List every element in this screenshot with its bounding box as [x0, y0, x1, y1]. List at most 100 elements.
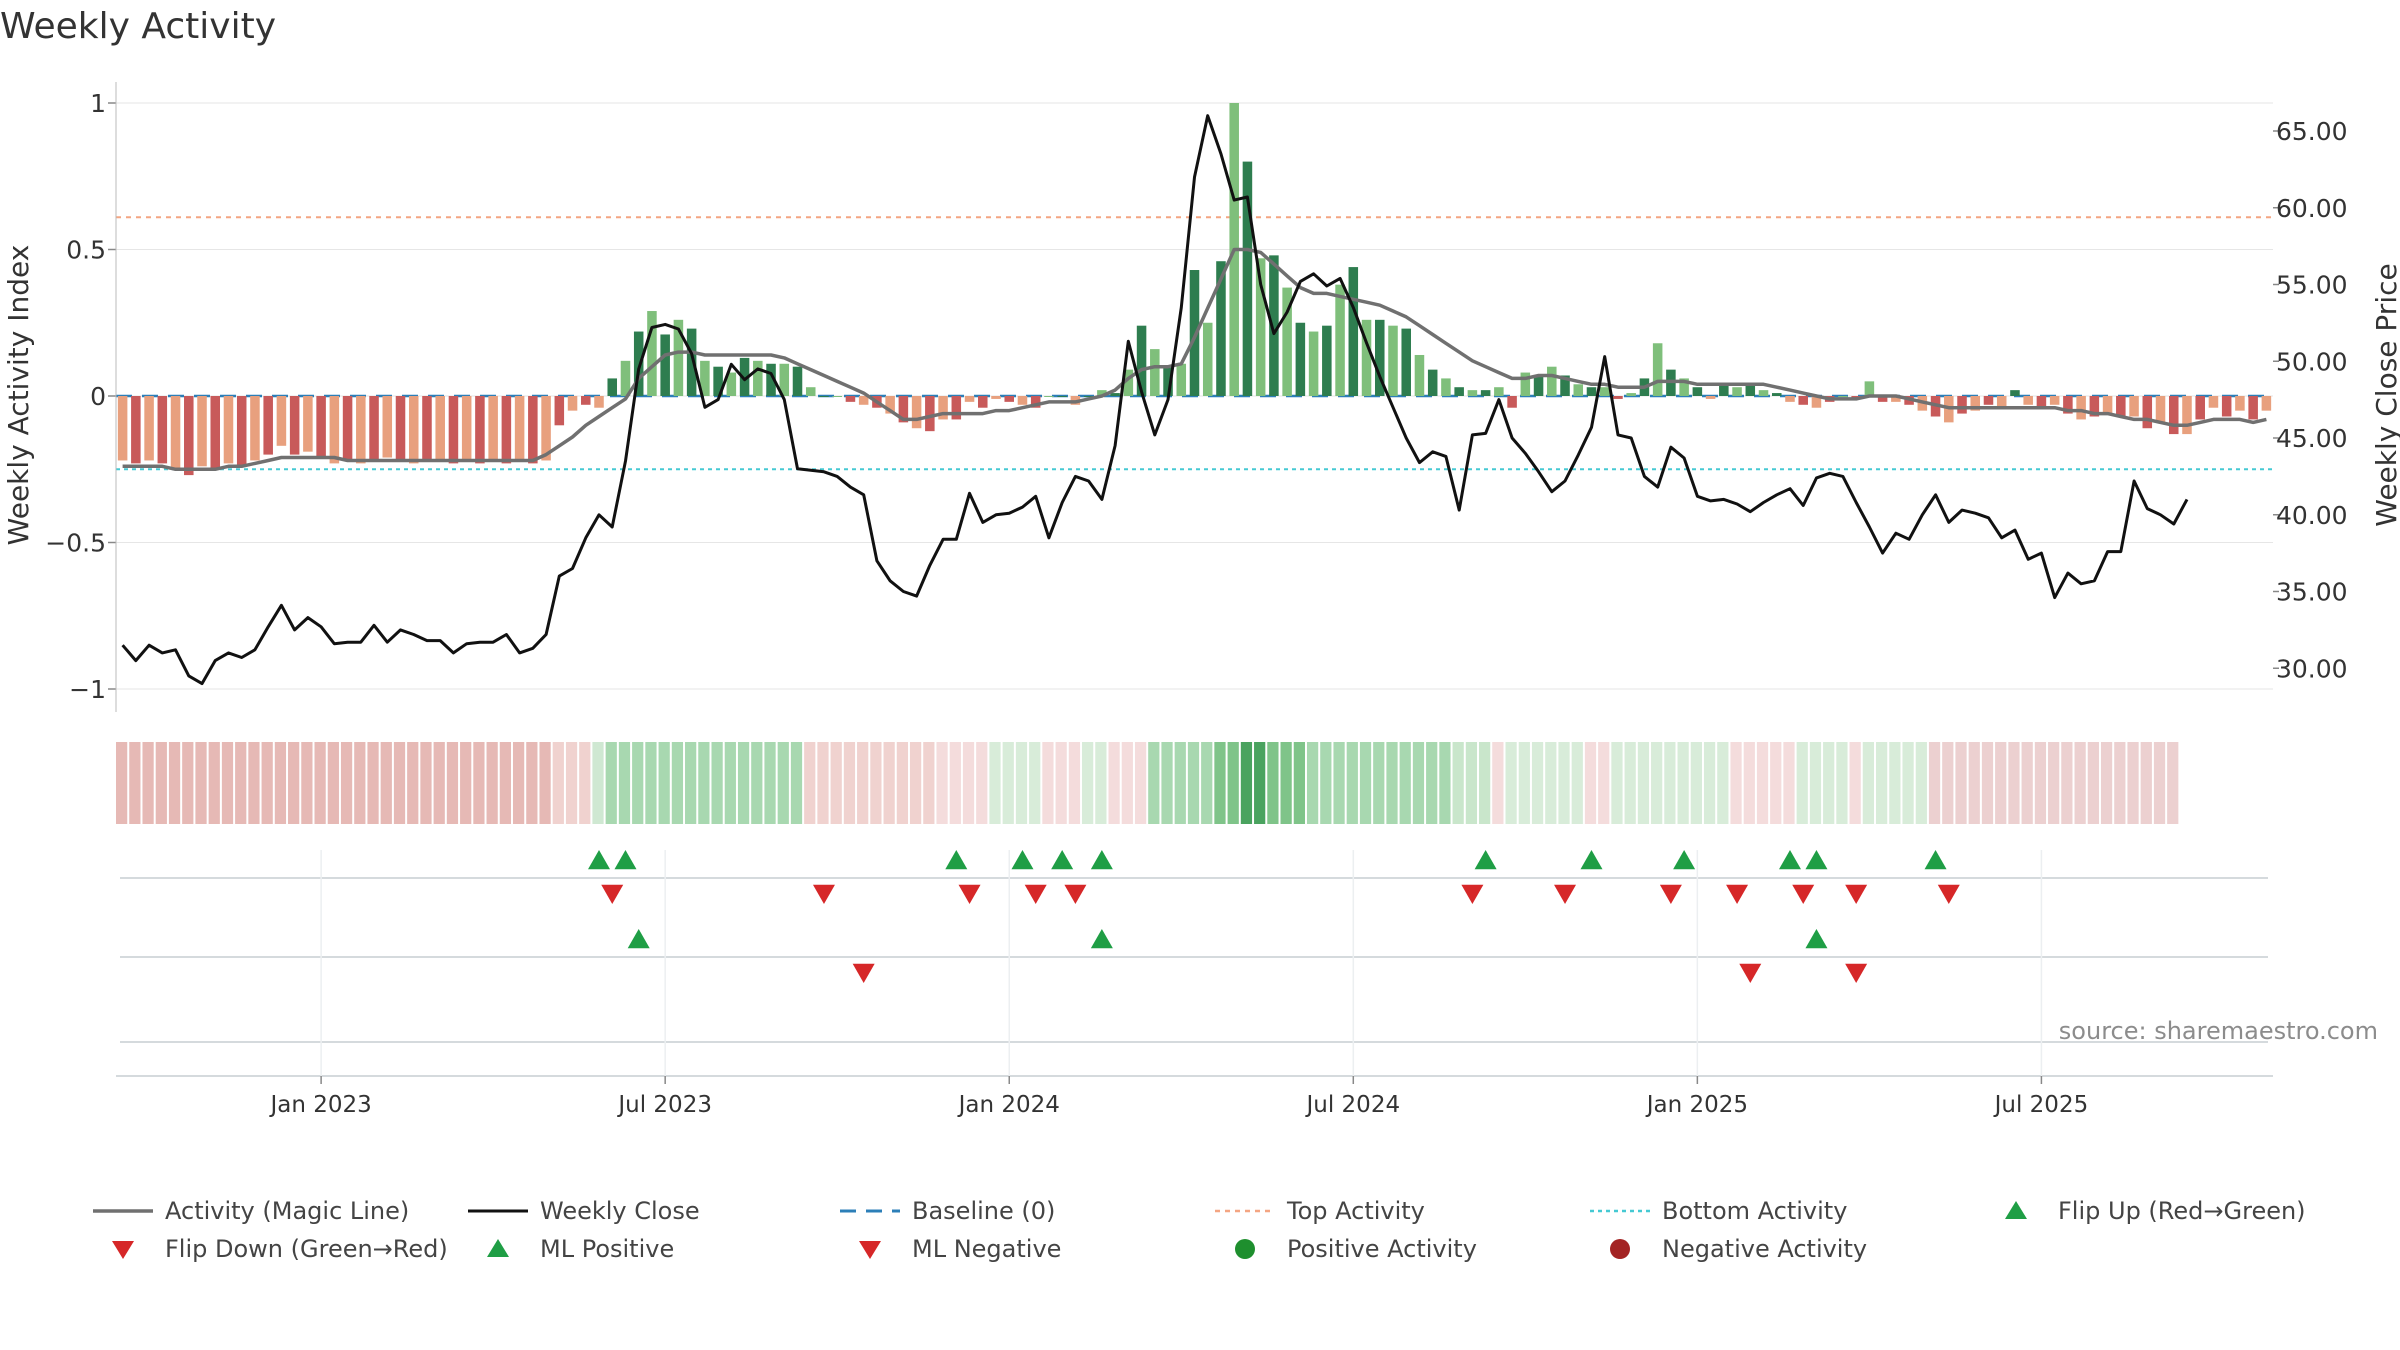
y-left-tick-label: 1: [90, 89, 106, 118]
activity-bar: [223, 396, 234, 464]
activity-bar: [263, 396, 273, 455]
heat-strip-cell: [830, 742, 842, 824]
heat-strip-cell: [1187, 742, 1200, 824]
activity-bar: [2049, 396, 2060, 405]
heat-strip-cell: [327, 742, 339, 824]
heat-strip-cell: [526, 742, 538, 824]
activity-bar: [832, 396, 842, 397]
heat-strip-cell: [1240, 742, 1253, 824]
heat-strip-cell: [1293, 742, 1305, 824]
heat-strip-cell: [2061, 742, 2073, 824]
activity-bar: [805, 387, 816, 396]
activity-bar: [1414, 354, 1425, 396]
activity-bar: [1295, 322, 1306, 396]
activity-bar: [2036, 396, 2047, 408]
activity-bar: [1798, 396, 1808, 405]
activity-bar: [131, 396, 141, 464]
chart-title: Weekly Activity: [0, 6, 276, 47]
activity-bar: [925, 396, 935, 432]
heat-strip-cell: [208, 742, 220, 824]
activity-bar: [1732, 387, 1742, 396]
activity-bar: [938, 396, 948, 420]
heat-strip-cell: [618, 742, 631, 824]
heat-strip-cell: [1770, 742, 1782, 824]
activity-bar: [184, 396, 194, 476]
heat-strip-cell: [2140, 742, 2152, 824]
activity-bar: [197, 396, 207, 467]
activity-bar: [236, 396, 247, 467]
heat-strip-cell: [1783, 742, 1795, 824]
triangle-down-red-icon: [838, 1234, 902, 1264]
activity-bar: [1388, 325, 1398, 396]
activity-bar: [1533, 375, 1544, 396]
heat-strip-cell: [182, 742, 194, 824]
legend-item: Weekly Close: [466, 1196, 700, 1226]
activity-bar: [1427, 369, 1438, 396]
activity-bar: [1044, 396, 1054, 397]
activity-bar: [779, 363, 790, 396]
x-tick-label: Jan 2025: [1645, 1092, 1748, 1118]
ml-negative-marker: [852, 963, 875, 983]
activity-bar: [329, 396, 340, 464]
heat-strip-cell: [671, 742, 684, 824]
heat-strip-cell: [1849, 742, 1861, 824]
activity-bar: [700, 360, 710, 396]
activity-bar: [1097, 390, 1107, 396]
activity-bar: [1322, 325, 1332, 396]
heat-strip-cell: [936, 742, 948, 824]
heat-strip-cell: [1492, 742, 1504, 824]
heat-strip-cell: [1108, 742, 1120, 824]
activity-bar: [1573, 384, 1584, 396]
heat-strip-cell: [1148, 742, 1160, 824]
activity-bar: [276, 396, 287, 446]
activity-bar: [1520, 372, 1531, 396]
activity-bar: [528, 396, 538, 464]
heat-strip-cell: [261, 742, 273, 824]
heat-strip-cell: [1995, 742, 2007, 824]
heat-strip-cell: [1730, 742, 1742, 824]
activity-bar: [911, 396, 922, 429]
legend-item: Negative Activity: [1588, 1234, 1867, 1264]
heat-strip-cell: [605, 742, 617, 824]
heat-strip-cell: [1505, 742, 1517, 824]
heat-strip-cell: [195, 742, 207, 824]
heat-strip-cell: [1055, 742, 1067, 824]
activity-bar: [1150, 349, 1160, 396]
triangle-up-green-icon: [466, 1234, 530, 1264]
heat-strip-cell: [737, 742, 750, 824]
heat-strip-cell: [1002, 742, 1014, 824]
heat-strip-cell: [486, 742, 498, 824]
activity-bar: [342, 396, 353, 461]
flip-up-marker: [945, 850, 968, 870]
activity-bar: [170, 396, 181, 470]
heat-strip-cell: [1134, 742, 1147, 824]
legend-label: Positive Activity: [1287, 1235, 1477, 1263]
legend-label: ML Positive: [540, 1235, 675, 1263]
flip-down-marker: [601, 884, 624, 904]
activity-bar: [1136, 325, 1147, 396]
activity-bar: [647, 311, 657, 396]
heat-strip-cell: [420, 742, 432, 824]
activity-bar: [1110, 393, 1120, 396]
legend-label: Negative Activity: [1662, 1235, 1868, 1263]
heat-strip-cell: [2034, 742, 2047, 824]
x-tick-label: Jan 2024: [957, 1092, 1060, 1118]
heat-strip-cell: [1809, 742, 1822, 824]
ml-positive-marker: [1090, 929, 1113, 949]
axes: 1 0.5 0 −0.5 −1 65.00 60.00 55.00 50.00 45.00 40.0…: [45, 82, 2348, 712]
flip-down-marker: [1064, 884, 1087, 904]
legend-item: Baseline (0): [838, 1196, 1055, 1226]
heat-strip-cell: [1068, 742, 1081, 824]
heat-strip-cell: [751, 742, 763, 824]
flip-up-marker: [1805, 850, 1828, 870]
heat-strip-cell: [962, 742, 975, 824]
heat-strip-cell: [1333, 742, 1345, 824]
heat-strip-cell: [1359, 742, 1372, 824]
activity-bar: [845, 396, 856, 402]
heat-strip-cell: [1836, 742, 1848, 824]
heat-strip-cell: [1412, 742, 1425, 824]
line-black-icon: [466, 1196, 530, 1226]
heat-strip-cell: [129, 742, 141, 824]
magic-line-series: [122, 247, 2267, 472]
activity-bar: [1030, 396, 1041, 408]
